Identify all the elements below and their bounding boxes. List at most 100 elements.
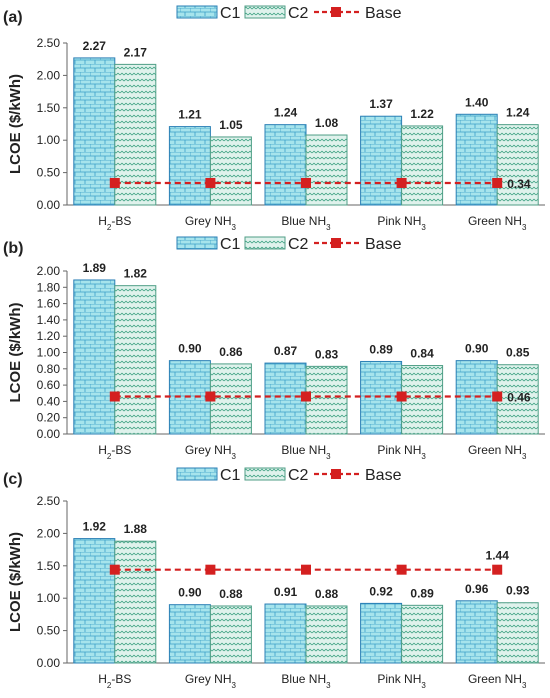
legend-marker-base: [331, 7, 341, 17]
data-label-c1: 0.87: [274, 344, 298, 358]
base-marker: [205, 177, 216, 188]
x-tick-label: H2-BS: [98, 214, 131, 232]
x-tick-label-sub: 3: [522, 223, 527, 232]
y-tick-label: 1.00: [37, 133, 61, 147]
data-label-c1: 1.24: [274, 106, 298, 120]
x-tick-label: Green NH3: [468, 214, 527, 232]
x-tick-label-sub: 3: [326, 223, 331, 232]
base-marker: [109, 177, 120, 188]
x-tick-label-sub: 2: [107, 223, 112, 232]
data-label-c1: 0.96: [465, 582, 489, 596]
x-tick-label-after: -BS: [111, 443, 131, 457]
legend-swatch-c1: [176, 467, 218, 481]
bar-c2: [496, 124, 539, 206]
x-tick-label-sub: 3: [522, 452, 527, 461]
data-label-c1: 1.21: [178, 108, 202, 122]
x-tick-label: Green NH3: [468, 443, 527, 461]
bar-c1: [73, 538, 116, 664]
x-tick-label-after: -BS: [111, 672, 131, 686]
base-marker: [109, 564, 120, 575]
bar-c2: [401, 604, 444, 664]
data-label-c1: 2.27: [83, 39, 107, 53]
y-tick-label: 1.50: [37, 101, 61, 115]
bar-c2: [114, 540, 157, 664]
data-label-c2: 0.86: [219, 345, 243, 359]
y-tick-label: 0.50: [37, 166, 61, 180]
x-tick-label-text: Green NH: [468, 214, 522, 228]
x-tick-label-sub: 3: [232, 452, 237, 461]
bar-c1: [264, 603, 307, 664]
y-tick-label: 1.00: [37, 346, 61, 360]
y-tick-label: 0.00: [37, 656, 61, 670]
legend-label-c1: C1: [220, 236, 241, 253]
x-tick-label-sub: 3: [421, 452, 426, 461]
x-tick-label-text: H: [98, 214, 107, 228]
chart-panel-3: (c) C1 C2 Base 0.00 0.50 1.00 1.50 2.00 2.50 LCOE …: [3, 467, 545, 690]
data-label-c1: 0.89: [369, 342, 393, 356]
legend-swatch-c2: [244, 5, 286, 19]
panel-label: (b): [3, 240, 23, 257]
data-label-c2: 0.88: [219, 587, 243, 601]
chart-panel-1: (a) C1 C2 Base 0.00 0.50 1.00 1.50 2.00 2.50 LCOE …: [3, 5, 545, 232]
bar-c1: [455, 600, 498, 664]
bar-c1: [360, 115, 403, 206]
x-tick-label-text: Pink NH: [377, 672, 421, 686]
bar-c1: [73, 279, 116, 435]
bar-c2: [305, 365, 348, 435]
x-tick-label-text: H: [98, 672, 107, 686]
y-tick-label: 0.20: [37, 411, 61, 425]
bar-c2: [496, 364, 539, 435]
data-label-c2: 1.88: [124, 522, 148, 536]
bar-c1: [168, 126, 211, 206]
x-tick-label-sub: 3: [421, 681, 426, 690]
data-label-c1: 1.89: [83, 261, 107, 275]
x-tick-label: Pink NH3: [377, 443, 426, 461]
y-axis-label: LCOE ($/kWh): [7, 532, 24, 632]
y-tick-label: 2.00: [37, 264, 61, 278]
y-tick-label: 0.40: [37, 394, 61, 408]
data-label-c1: 0.91: [274, 585, 298, 599]
chart-panel-2: (b) C1 C2 Base 0.00 0.20 0.40 0.60 0.80 1.00 1.20 1…: [3, 236, 545, 461]
data-label-c2: 2.17: [124, 45, 148, 59]
x-tick-label: Blue NH3: [281, 214, 331, 232]
base-marker: [301, 391, 311, 402]
base-marker: [301, 177, 311, 188]
legend-marker-base: [331, 469, 341, 479]
x-tick-label-sub: 3: [232, 223, 237, 232]
data-label-c2: 0.89: [410, 586, 434, 600]
panel-label: (c): [3, 471, 23, 488]
bar-c2: [496, 602, 539, 664]
base-value-label: 0.34: [507, 177, 531, 191]
base-marker: [109, 391, 120, 402]
data-label-c1: 1.40: [465, 95, 489, 109]
x-tick-label: Grey NH3: [185, 672, 237, 690]
legend-swatch-c1: [176, 236, 218, 250]
legend-label-c2: C2: [288, 467, 309, 484]
x-tick-label-text: Pink NH: [377, 214, 421, 228]
bar-c2: [305, 134, 348, 206]
legend-label-base: Base: [365, 236, 402, 253]
x-tick-label-text: Blue NH: [281, 672, 326, 686]
data-label-c1: 0.90: [465, 342, 489, 356]
x-tick-label-sub: 3: [326, 452, 331, 461]
data-label-c1: 1.92: [83, 520, 107, 534]
data-label-c1: 0.90: [178, 342, 202, 356]
legend-swatch-c2: [244, 467, 286, 481]
x-tick-label-text: Grey NH: [185, 214, 232, 228]
x-tick-label-text: Blue NH: [281, 214, 326, 228]
data-label-c2: 0.84: [410, 347, 434, 361]
y-tick-label: 2.50: [37, 36, 61, 50]
x-tick-label: Green NH3: [468, 672, 527, 690]
data-label-c1: 1.37: [369, 97, 393, 111]
y-tick-label: 1.60: [37, 297, 61, 311]
bar-c1: [168, 604, 211, 664]
base-marker: [492, 564, 503, 575]
y-tick-label: 2.50: [37, 494, 61, 508]
y-tick-label: 1.80: [37, 280, 61, 294]
base-marker: [205, 391, 216, 402]
bar-c2: [401, 125, 444, 206]
x-tick-label-sub: 3: [522, 681, 527, 690]
data-label-c2: 1.24: [506, 106, 530, 120]
